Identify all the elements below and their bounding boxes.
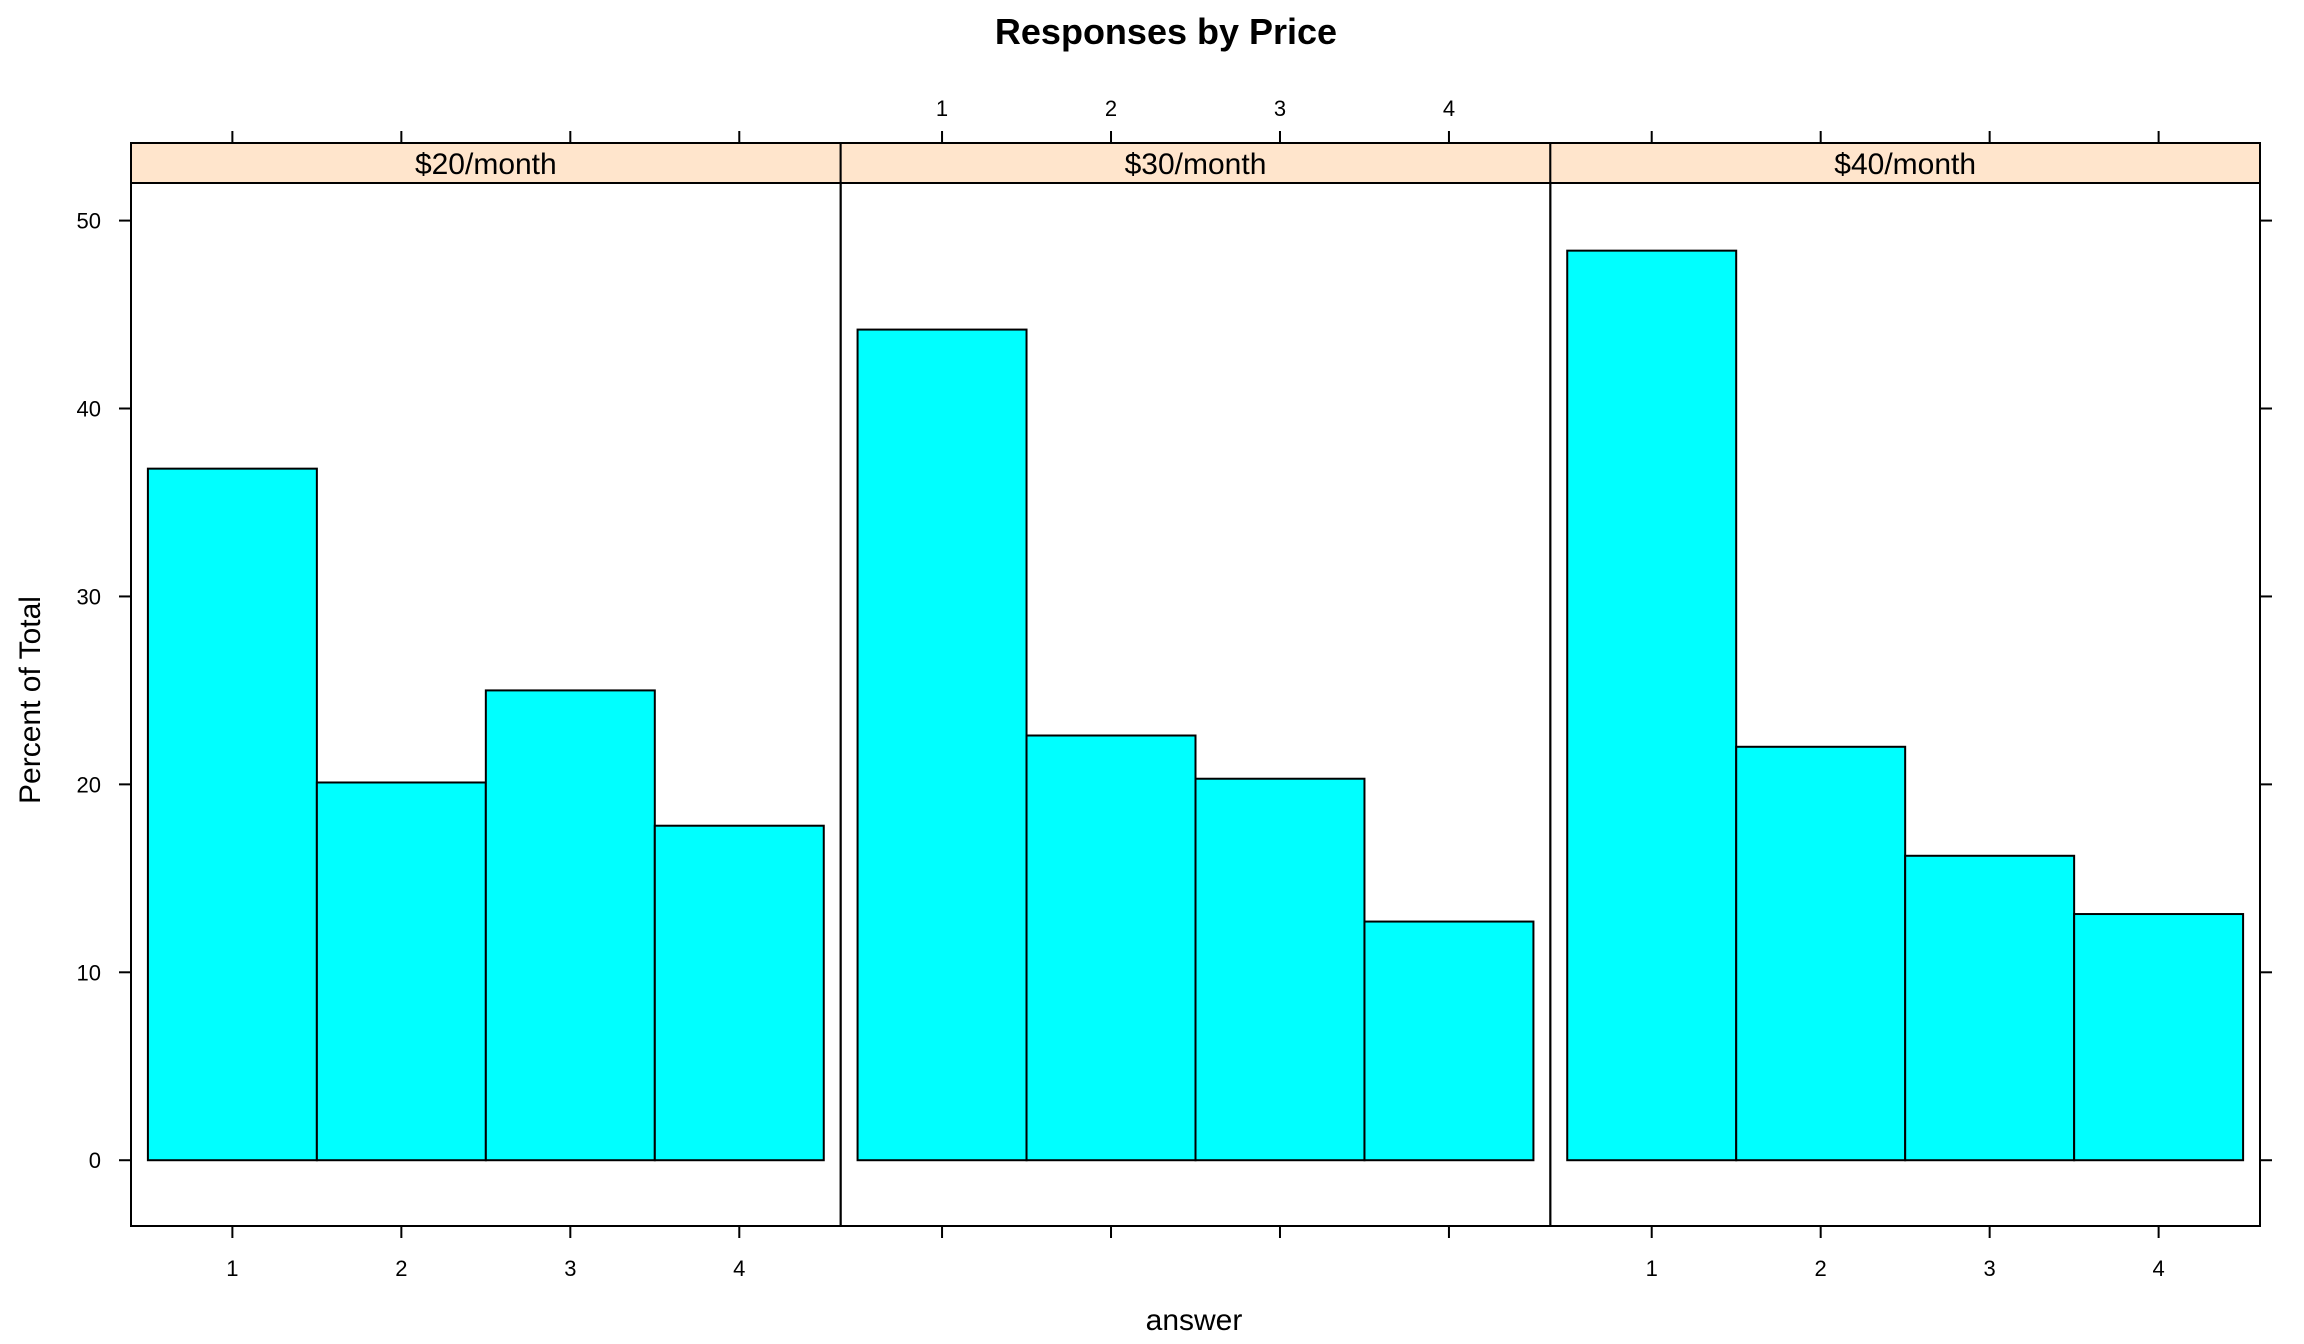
strip-1 — [130, 142, 842, 184]
x-tick-label-panel-3-2: 2 — [1815, 1256, 1827, 1281]
y-tick-label-30: 30 — [77, 584, 101, 609]
x-tick-label-panel-2-2: 2 — [1105, 96, 1117, 121]
bar-panel-2-cat-4 — [1363, 920, 1535, 1162]
strip-label-2: $30/month — [1125, 148, 1267, 181]
y-tick-label-20: 20 — [77, 772, 101, 797]
x-tick-label-panel-1-2: 2 — [395, 1256, 407, 1281]
x-tick-label-panel-3-1: 1 — [1646, 1256, 1658, 1281]
x-tick-label-panel-2-3: 3 — [1274, 96, 1286, 121]
bar-panel-2-cat-1 — [856, 328, 1028, 1162]
bar-panel-2-cat-2 — [1025, 734, 1197, 1162]
y-tick-label-0: 0 — [89, 1148, 101, 1173]
bar-panel-3-cat-3 — [1904, 854, 2076, 1162]
bar-panel-3-cat-4 — [2073, 913, 2245, 1162]
x-tick-label-panel-1-4: 4 — [733, 1256, 745, 1281]
x-tick-label-panel-1-1: 1 — [226, 1256, 238, 1281]
y-tick-label-10: 10 — [77, 960, 101, 985]
strip-2 — [839, 142, 1552, 184]
strip-label-1: $20/month — [415, 148, 557, 181]
bar-panel-1-cat-3 — [484, 689, 656, 1162]
x-tick-label-panel-3-3: 3 — [1984, 1256, 1996, 1281]
y-axis-label: Percent of Total — [14, 596, 47, 804]
strip-3 — [1549, 142, 2262, 184]
bar-panel-1-cat-2 — [315, 781, 487, 1162]
x-tick-label-panel-2-4: 4 — [1443, 96, 1455, 121]
y-tick-label-40: 40 — [77, 397, 101, 422]
x-axis-label: answer — [1146, 1304, 1243, 1337]
x-tick-label-panel-2-1: 1 — [936, 96, 948, 121]
x-tick-label-panel-1-3: 3 — [564, 1256, 576, 1281]
chart-title: Responses by Price — [995, 11, 1337, 52]
y-tick-label-50: 50 — [77, 209, 101, 234]
x-tick-label-panel-3-4: 4 — [2152, 1256, 2164, 1281]
bar-panel-1-cat-4 — [653, 824, 825, 1162]
bar-panel-3-cat-2 — [1735, 745, 1907, 1162]
bar-panel-3-cat-1 — [1566, 249, 1738, 1162]
bar-panel-1-cat-1 — [146, 467, 318, 1162]
bar-panel-2-cat-3 — [1194, 777, 1366, 1162]
strip-label-3: $40/month — [1834, 148, 1976, 181]
